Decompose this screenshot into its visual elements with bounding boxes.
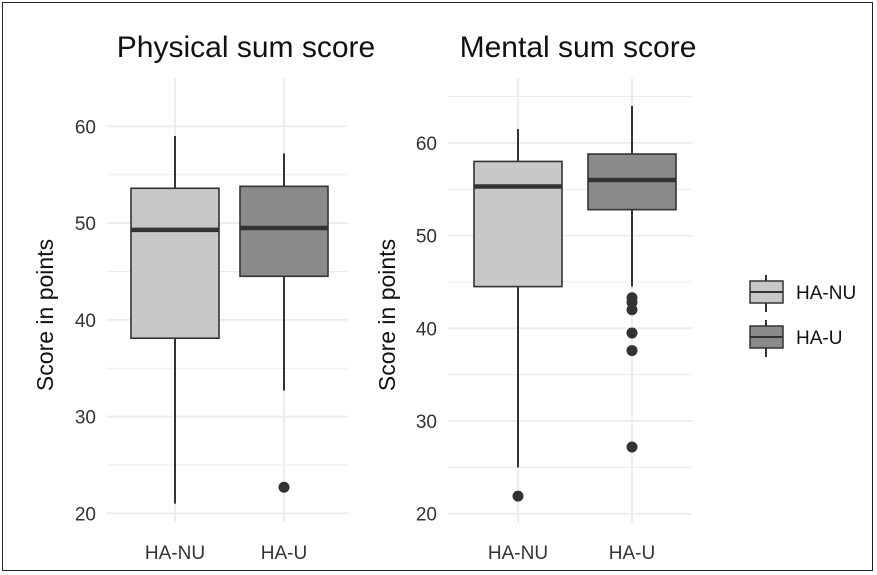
panel-physical: Physical sum score Score in points 20 30 4…	[32, 31, 375, 564]
y-axis-label-physical: Score in points	[32, 239, 58, 391]
legend-label-ha-u: HA-U	[796, 328, 842, 349]
legend-item-ha-nu: HA-NU	[749, 275, 856, 312]
x-tick-label: HA-NU	[145, 543, 205, 564]
x-tick-label: HA-NU	[488, 543, 548, 564]
legend-label-ha-nu: HA-NU	[796, 283, 856, 304]
x-tick-label: HA-U	[261, 543, 307, 564]
y-tick-label: 60	[75, 117, 96, 138]
outlier-point	[626, 327, 638, 339]
y-tick-label: 40	[416, 319, 437, 340]
y-tick-label: 50	[75, 214, 96, 235]
y-axis-label-mental: Score in points	[374, 239, 400, 391]
outlier-point	[626, 304, 638, 316]
y-tick-label: 30	[75, 408, 96, 429]
box-iqr	[130, 187, 220, 340]
outlier-point	[626, 441, 638, 453]
box-iqr	[473, 160, 563, 288]
grid	[448, 78, 692, 523]
y-tick-label: 60	[416, 134, 437, 155]
panel-mental: Mental sum score Score in points 20 30 40 5…	[374, 31, 696, 564]
box-ha-nu	[130, 136, 220, 504]
box-ha-u	[239, 153, 329, 493]
panel-title-mental: Mental sum score	[460, 31, 697, 64]
legend-item-ha-u: HA-U	[749, 320, 842, 357]
x-tick-label: HA-U	[609, 543, 655, 564]
y-tick-label: 20	[75, 504, 96, 525]
y-tick-label: 30	[416, 412, 437, 433]
legend: HA-NU HA-U	[749, 275, 856, 357]
outlier-point	[278, 481, 290, 493]
box-ha-nu	[473, 128, 563, 502]
outlier-point	[626, 345, 638, 357]
panel-title-physical: Physical sum score	[117, 31, 375, 64]
y-tick-label: 20	[416, 505, 437, 526]
box-iqr	[239, 185, 329, 278]
box-ha-u	[587, 105, 677, 453]
y-tick-label: 40	[75, 311, 96, 332]
y-tick-label: 50	[416, 227, 437, 248]
outlier-point	[512, 490, 524, 502]
